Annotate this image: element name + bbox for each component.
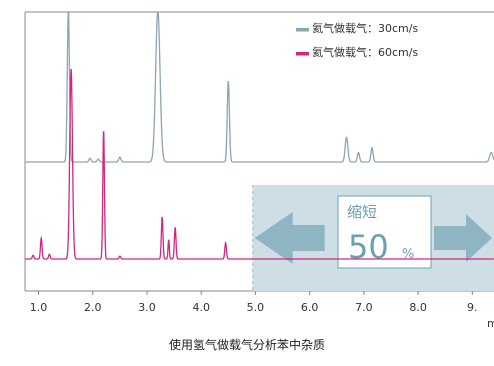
series-line-60cms bbox=[25, 68, 494, 260]
badge-label: 缩短 bbox=[347, 203, 377, 221]
legend-swatch bbox=[296, 28, 309, 32]
legend-entry: 氦气做载气：30cm/s bbox=[312, 21, 418, 35]
x-tick-label: 5.0 bbox=[247, 301, 265, 314]
reduction-badge bbox=[337, 195, 432, 269]
x-tick-label: 2.0 bbox=[84, 301, 102, 314]
x-tick-label: 1.0 bbox=[30, 301, 48, 314]
legend-swatch bbox=[296, 52, 309, 56]
chart-caption: 使用氢气做载气分析苯中杂质 bbox=[168, 338, 325, 352]
x-tick-label: 8.0 bbox=[409, 301, 427, 314]
x-tick-label: 3.0 bbox=[138, 301, 156, 314]
legend-entry: 氦气做载气：60cm/s bbox=[312, 45, 418, 59]
x-tick-label: 6.0 bbox=[301, 301, 319, 314]
series-line-30cms bbox=[25, 12, 494, 163]
x-axis-unit-label: m bbox=[487, 317, 494, 330]
right-arrow-icon bbox=[434, 214, 492, 262]
speedup-annotation: 缩短 50% bbox=[252, 185, 494, 291]
badge-unit: % bbox=[402, 247, 414, 262]
x-tick-label: 4.0 bbox=[192, 301, 210, 314]
x-tick-label: 9. bbox=[467, 301, 478, 314]
left-arrow-icon bbox=[254, 212, 325, 264]
badge-value: 50 bbox=[348, 228, 389, 266]
x-tick-label: 7.0 bbox=[355, 301, 373, 314]
